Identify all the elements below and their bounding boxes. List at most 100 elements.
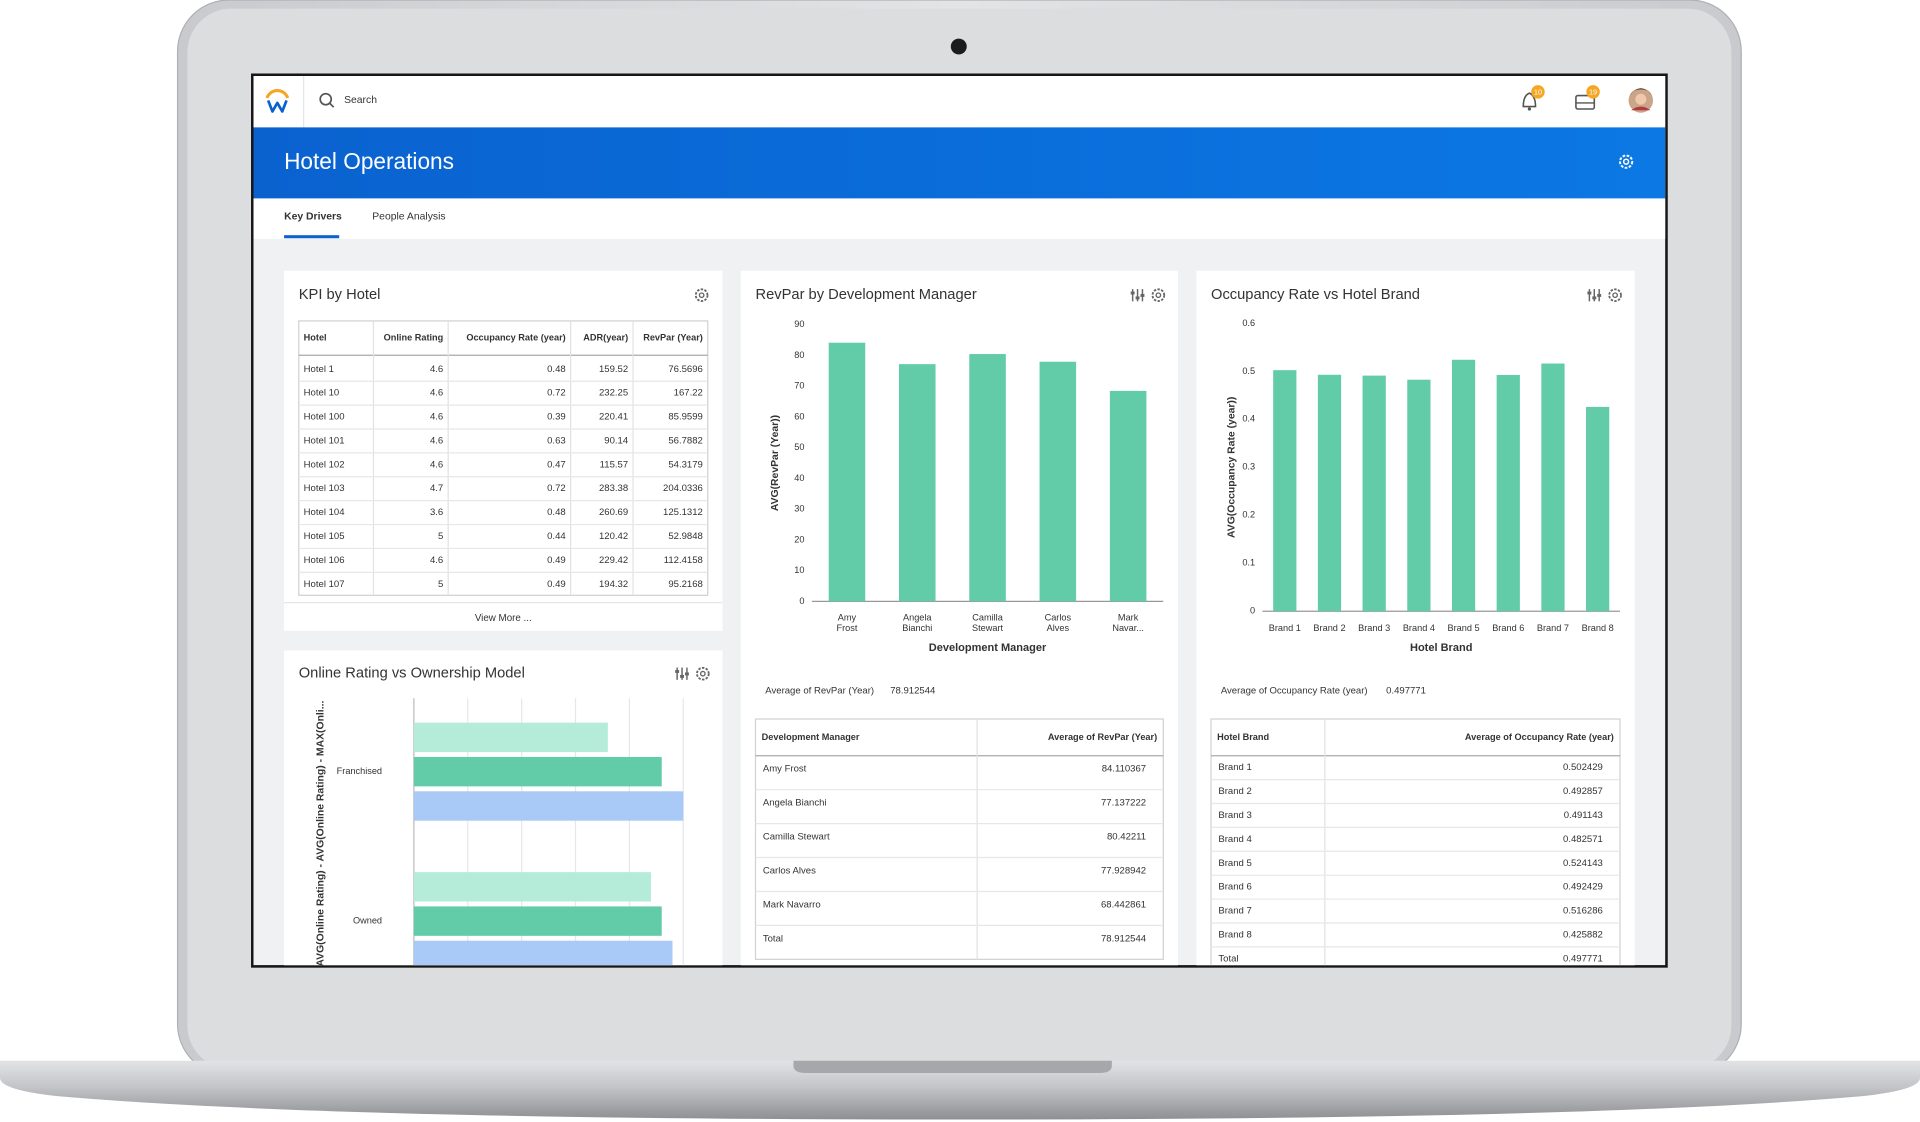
- tab[interactable]: People Analysis: [372, 212, 445, 223]
- y-tick-label: 0.5: [1242, 366, 1255, 376]
- table-cell[interactable]: Mark Navarro: [763, 899, 821, 910]
- y-tick-label: 80: [794, 350, 804, 360]
- table-cell: Hotel 100: [304, 412, 345, 423]
- knob: [675, 670, 680, 673]
- card-title: KPI by Hotel: [299, 287, 381, 303]
- y-tick-label: 20: [794, 534, 804, 544]
- knob: [1130, 291, 1135, 295]
- tab[interactable]: Key Drivers: [284, 212, 342, 223]
- y-tick-label: 30: [794, 504, 804, 514]
- column-header: Average of RevPar (Year): [1048, 732, 1157, 742]
- table-cell[interactable]: 78.912544: [1101, 933, 1147, 944]
- table-cell: 4.6: [430, 364, 443, 375]
- table-cell[interactable]: Camilla Stewart: [763, 832, 830, 843]
- table-cell[interactable]: Carlos Alves: [763, 866, 816, 877]
- settings-icon[interactable]: [696, 666, 710, 681]
- table-cell: 3.6: [430, 507, 443, 518]
- bar: [1586, 406, 1610, 612]
- table-cell[interactable]: 77.137222: [1101, 798, 1146, 809]
- bar: [1541, 363, 1565, 612]
- table-cell: Brand 4: [1218, 834, 1252, 845]
- table-cell: 0.39: [547, 412, 566, 423]
- bar: [1317, 374, 1342, 612]
- table-cell[interactable]: 84.110367: [1102, 764, 1146, 775]
- tab-indicator: [284, 235, 340, 239]
- settings-icon[interactable]: [1608, 288, 1622, 302]
- table-cell: Hotel 102: [304, 459, 345, 470]
- table-cell: 0.63: [547, 435, 566, 446]
- table-cell[interactable]: 0.425882: [1563, 929, 1603, 940]
- table-cell[interactable]: 77.928942: [1101, 866, 1146, 877]
- x-tick-label: Brand 5: [1448, 623, 1480, 633]
- table-cell: 0.72: [547, 388, 566, 399]
- table-cell: Hotel 105: [304, 531, 345, 542]
- notifications-count: 10: [1534, 87, 1542, 96]
- bar: [413, 791, 684, 821]
- avatar[interactable]: [1628, 88, 1654, 113]
- logo[interactable]: [265, 89, 290, 113]
- screen: Search 10 19 Hotel Operations Key Driver…: [253, 75, 1666, 966]
- table-cell[interactable]: Amy Frost: [763, 764, 807, 775]
- filter-icon[interactable]: [1587, 289, 1602, 302]
- table-cell: Brand 7: [1218, 906, 1251, 917]
- y-axis-label: AVG(Occupancy Rate (year)): [1227, 397, 1238, 538]
- search-input[interactable]: Search: [344, 95, 377, 106]
- notifications-button[interactable]: 10: [1522, 85, 1545, 111]
- y-tick-label: 60: [794, 411, 804, 421]
- table-cell: 232.25: [599, 388, 628, 399]
- y-tick-label: Franchised: [337, 766, 382, 776]
- laptop-base: [0, 1060, 1920, 1120]
- settings-icon[interactable]: [694, 288, 709, 302]
- table-cell[interactable]: 68.442861: [1101, 899, 1146, 910]
- header-settings[interactable]: [1619, 154, 1634, 169]
- table-cell: 4.6: [430, 412, 443, 423]
- table-cell: 125.1312: [663, 507, 703, 518]
- column-header: ADR(year): [583, 332, 628, 342]
- table-cell: 54.3179: [668, 459, 703, 470]
- inbox-button[interactable]: 19: [1575, 85, 1600, 110]
- x-tick-label: Brand 7: [1537, 623, 1569, 633]
- column-header: RevPar (Year): [643, 332, 703, 342]
- table-cell[interactable]: 0.492429: [1563, 882, 1603, 893]
- table-cell: 56.7882: [668, 435, 703, 446]
- table-cell[interactable]: 0.516286: [1563, 906, 1603, 917]
- table-cell[interactable]: 0.492857: [1563, 786, 1603, 797]
- table-cell[interactable]: 0.482571: [1563, 834, 1603, 845]
- settings-icon[interactable]: [1151, 288, 1166, 302]
- summary-value: 78.912544: [890, 685, 936, 696]
- table-cell: 4.6: [430, 388, 443, 399]
- search-icon[interactable]: [319, 92, 335, 108]
- card-title: Online Rating vs Ownership Model: [299, 666, 525, 682]
- table-cell: Total: [763, 933, 783, 944]
- table-cell: Total: [1218, 953, 1238, 964]
- table-cell[interactable]: 0.524143: [1563, 858, 1603, 869]
- column-header: Average of Occupancy Rate (year): [1465, 732, 1614, 742]
- table-cell: 85.9599: [668, 412, 703, 423]
- table-cell: 159.52: [599, 364, 628, 375]
- y-tick-label: 50: [794, 442, 804, 452]
- table-cell: Brand 1: [1218, 762, 1251, 773]
- table-cell: 4.6: [430, 435, 443, 446]
- y-axis-label: AVG(RevPar (Year)): [770, 415, 781, 511]
- table-cell[interactable]: 0.497771: [1563, 953, 1603, 964]
- y-tick-label: 0: [1250, 606, 1255, 616]
- view-more-link[interactable]: View More ...: [475, 613, 532, 624]
- table-cell: Hotel 106: [304, 555, 345, 566]
- table-cell[interactable]: Angela Bianchi: [763, 798, 827, 809]
- table-cell[interactable]: 80.42211: [1107, 832, 1146, 843]
- table-cell[interactable]: 0.491143: [1564, 810, 1603, 821]
- y-tick-label: 0.6: [1242, 318, 1255, 328]
- filter-icon[interactable]: [675, 667, 689, 680]
- y-tick-label: 0.2: [1242, 510, 1255, 520]
- x-tick-label: Carlos Alves: [1045, 613, 1072, 633]
- table-cell: Hotel 104: [304, 507, 346, 518]
- table-border: [1210, 718, 1621, 966]
- gear-inner: [698, 292, 705, 299]
- table-border: [298, 320, 709, 596]
- bar: [1273, 370, 1297, 612]
- table-cell[interactable]: 0.502429: [1563, 762, 1603, 773]
- camera: [950, 38, 967, 55]
- filter-icon[interactable]: [1130, 289, 1145, 302]
- y-tick-label: 0.1: [1242, 558, 1255, 568]
